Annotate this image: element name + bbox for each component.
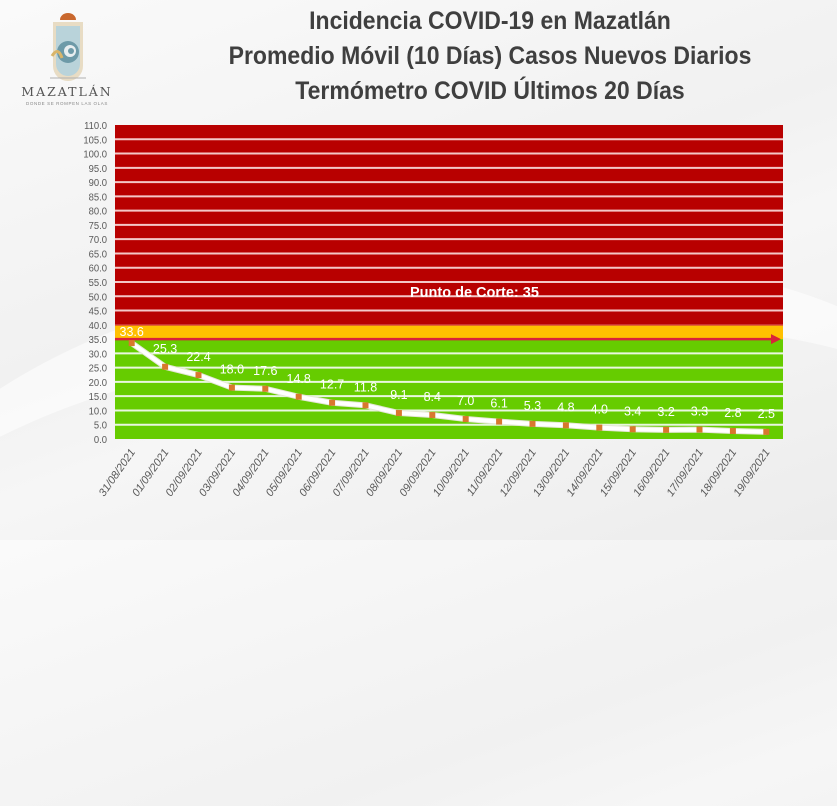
data-point-marker bbox=[696, 426, 703, 433]
data-point-marker bbox=[128, 340, 135, 347]
y-tick-label: 75.0 bbox=[89, 220, 108, 232]
y-tick-label: 95.0 bbox=[89, 163, 108, 175]
data-label: 6.1 bbox=[490, 397, 507, 411]
yellow-zone bbox=[115, 324, 783, 340]
y-tick-label: 80.0 bbox=[89, 206, 108, 218]
y-tick-label: 50.0 bbox=[89, 292, 108, 304]
data-point-marker bbox=[162, 363, 169, 370]
data-label: 4.0 bbox=[591, 403, 608, 417]
y-tick-label: 35.0 bbox=[89, 335, 108, 347]
y-tick-label: 60.0 bbox=[89, 263, 108, 275]
data-point-marker bbox=[228, 384, 235, 391]
line-chart: 0.0 5.0 10.0 15.0 20.0 25.0 30.0 35.0 40.0 45.0 50… bbox=[83, 121, 783, 499]
data-label: 7.0 bbox=[457, 394, 474, 408]
cutoff-arrow-icon bbox=[771, 334, 781, 345]
data-label: 5.3 bbox=[524, 399, 541, 413]
data-label: 18.0 bbox=[220, 363, 244, 377]
chart-titles: Incidencia COVID-19 en Mazatlán Promedio… bbox=[140, 4, 837, 109]
data-label: 33.6 bbox=[120, 325, 144, 339]
data-point-marker bbox=[562, 422, 569, 429]
data-label: 22.4 bbox=[186, 350, 210, 364]
y-tick-label: 40.0 bbox=[89, 320, 108, 332]
data-point-marker bbox=[395, 410, 402, 417]
y-tick-label: 0.0 bbox=[94, 435, 108, 447]
title-line-3: Termómetro COVID Últimos 20 Días bbox=[295, 77, 685, 105]
data-label: 4.8 bbox=[557, 400, 574, 414]
y-tick-label: 20.0 bbox=[89, 377, 108, 389]
y-tick-label: 55.0 bbox=[89, 278, 108, 290]
data-label: 17.6 bbox=[253, 364, 277, 378]
green-zone bbox=[115, 339, 783, 439]
data-point-marker bbox=[362, 402, 369, 409]
data-label: 2.5 bbox=[758, 407, 775, 421]
y-tick-label: 10.0 bbox=[89, 406, 108, 418]
logo-tagline: DONDE SE ROMPEN LAS OLAS bbox=[26, 101, 108, 106]
y-tick-label: 15.0 bbox=[89, 392, 108, 404]
data-point-marker bbox=[763, 428, 770, 435]
y-tick-label: 65.0 bbox=[89, 249, 108, 261]
data-label: 3.3 bbox=[691, 405, 708, 419]
data-point-marker bbox=[262, 385, 269, 392]
data-label: 12.7 bbox=[320, 378, 344, 392]
y-tick-label: 30.0 bbox=[89, 349, 108, 361]
data-point-marker bbox=[529, 420, 536, 427]
data-label: 14.8 bbox=[287, 372, 311, 386]
title-line-2: Promedio Móvil (10 Días) Casos Nuevos Di… bbox=[228, 42, 752, 70]
data-label: 25.3 bbox=[153, 342, 177, 356]
y-tick-label: 90.0 bbox=[89, 178, 108, 190]
data-point-marker bbox=[195, 372, 202, 379]
title-line-1: Incidencia COVID-19 en Mazatlán bbox=[309, 7, 671, 35]
y-tick-label: 105.0 bbox=[83, 135, 107, 147]
data-point-marker bbox=[295, 393, 302, 400]
data-point-marker bbox=[596, 424, 603, 431]
y-tick-label: 100.0 bbox=[83, 149, 107, 161]
shell-wave-icon bbox=[50, 13, 86, 81]
y-tick-label: 85.0 bbox=[89, 192, 108, 204]
data-point-marker bbox=[663, 426, 670, 433]
data-label: 9.1 bbox=[390, 388, 407, 402]
y-tick-label: 70.0 bbox=[89, 235, 108, 247]
data-point-marker bbox=[629, 426, 636, 433]
data-label: 3.4 bbox=[624, 404, 641, 418]
series-line bbox=[130, 341, 767, 434]
data-point-marker bbox=[329, 399, 336, 406]
y-tick-label: 5.0 bbox=[94, 420, 108, 432]
data-point-marker bbox=[496, 418, 503, 425]
data-label: 2.8 bbox=[724, 406, 741, 420]
y-tick-label: 25.0 bbox=[89, 363, 108, 375]
data-point-marker bbox=[462, 416, 469, 423]
data-point-marker bbox=[729, 428, 736, 435]
mazatlan-logo: MAZATLÁN DONDE SE ROMPEN LAS OLAS bbox=[8, 6, 118, 106]
data-label: 8.4 bbox=[424, 390, 441, 404]
data-point-marker bbox=[429, 412, 436, 419]
data-label: 3.2 bbox=[657, 405, 674, 419]
y-tick-label: 110.0 bbox=[84, 121, 107, 133]
logo-wordmark: MAZATLÁN bbox=[21, 84, 113, 99]
data-label: 11.8 bbox=[354, 380, 377, 394]
cutoff-label: Punto de Corte: 35 bbox=[410, 285, 539, 301]
y-tick-label: 45.0 bbox=[89, 306, 108, 318]
